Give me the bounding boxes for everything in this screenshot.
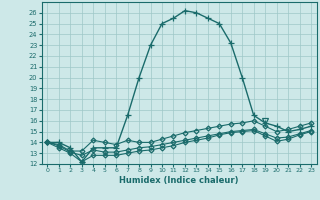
- X-axis label: Humidex (Indice chaleur): Humidex (Indice chaleur): [119, 176, 239, 185]
